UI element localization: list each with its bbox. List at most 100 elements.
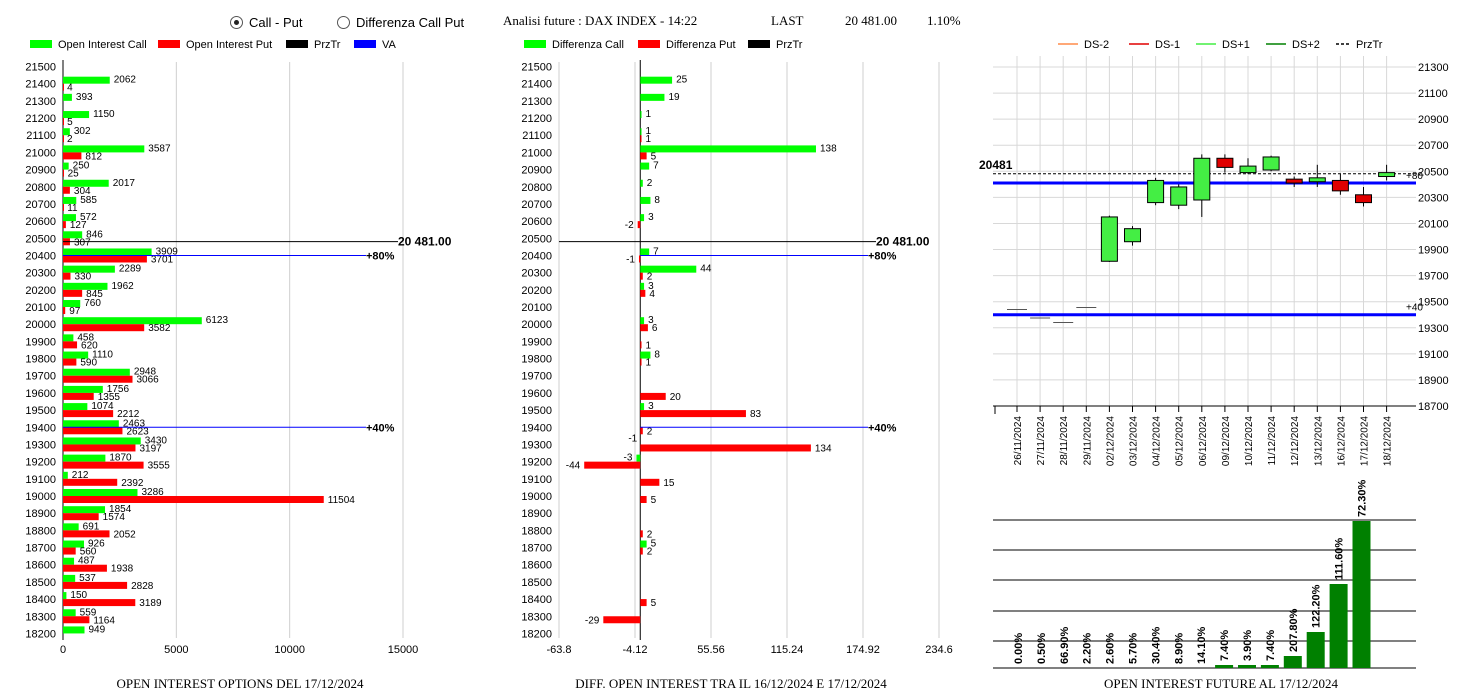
oi-call-bar <box>63 111 90 119</box>
candle-date-label: 06/12/2024 <box>1198 416 1209 466</box>
oi-put-bar <box>63 289 83 297</box>
candle-ytick-label: 19100 <box>1418 349 1449 361</box>
oi-put-bar <box>63 616 90 624</box>
diff-call-value: 3 <box>648 401 654 412</box>
oi-strike-label: 21000 <box>25 147 56 159</box>
candle-down <box>1331 179 1349 192</box>
diff-put-value: 1 <box>646 358 652 369</box>
oi-put-bar <box>63 118 64 126</box>
diff-strike-label: 21500 <box>521 62 552 74</box>
oi-fut-bar <box>1283 656 1302 668</box>
change-percent: 1.10% <box>927 13 961 28</box>
radio-differenza[interactable]: Differenza Call Put <box>337 14 464 30</box>
diff-call-value: 2 <box>647 178 653 189</box>
oi-call-value: 250 <box>73 161 90 172</box>
legend-va-label: VA <box>382 39 397 51</box>
oi-fut-value: 72.30% <box>1357 479 1369 517</box>
diff-call-value: 7 <box>653 161 659 172</box>
diff-strike-label: 18400 <box>521 594 552 606</box>
candle-ytick-label: 21300 <box>1418 62 1449 74</box>
oi-call-bar <box>63 162 69 170</box>
oi-strike-label: 21200 <box>25 113 56 125</box>
oi-call-bar <box>63 265 115 273</box>
last-label: LAST <box>771 13 804 28</box>
oi-put-value: 590 <box>80 358 97 369</box>
candle-date-label: 18/12/2024 <box>1383 416 1394 466</box>
candle-ytick-label: 20500 <box>1418 166 1449 178</box>
oi-put-value: 2623 <box>126 426 149 437</box>
oi-call-value: 302 <box>74 126 91 137</box>
candle-va-label: +40 <box>1406 303 1423 314</box>
candle-up <box>1378 172 1396 178</box>
oi-strike-label: 20800 <box>25 182 56 194</box>
oi-put-value: 11504 <box>328 495 356 506</box>
candle-date-label: 03/12/2024 <box>1129 416 1140 466</box>
diff-call-bar <box>640 128 642 136</box>
oi-put-value: 620 <box>81 340 98 351</box>
oi-strike-label: 21400 <box>25 79 56 91</box>
candle-va-label: +80 <box>1406 171 1423 182</box>
oi-strike-label: 20000 <box>25 319 56 331</box>
candle-down <box>1285 178 1303 184</box>
oi-put-bar <box>63 341 78 349</box>
candle-ytick-label: 20700 <box>1418 140 1449 152</box>
oi-strike-label: 18600 <box>25 560 56 572</box>
oi-call-bar <box>63 196 77 204</box>
diff-put-value: 2 <box>647 529 653 540</box>
legend-oi-call-label: Open Interest Call <box>58 39 147 51</box>
candle-date-label: 28/11/2024 <box>1059 416 1070 466</box>
oi-call-value: 458 <box>77 332 94 343</box>
oi-fut-value: 111.60% <box>1334 538 1346 580</box>
oi-call-value: 585 <box>80 195 97 206</box>
oi-call-bar <box>63 626 85 634</box>
oi-fut-bar <box>1238 665 1256 668</box>
oi-strike-label: 19000 <box>25 491 56 503</box>
diff-put-value: 15 <box>663 478 675 489</box>
diff-put-bar <box>640 152 647 160</box>
oi-put-bar <box>63 427 123 435</box>
oi-call-value: 3587 <box>148 143 171 154</box>
diff-put-value: -1 <box>626 254 635 265</box>
legend-oi-put-label: Open Interest Put <box>186 39 272 51</box>
diff-strike-label: 19300 <box>521 439 552 451</box>
candle-date-label: 17/12/2024 <box>1360 416 1371 466</box>
diff-strike-label: 20100 <box>521 302 552 314</box>
oi-strike-label: 19200 <box>25 457 56 469</box>
oi-call-bar <box>63 248 152 256</box>
oi-fut-bar <box>1329 584 1348 668</box>
candle-date-label: 27/11/2024 <box>1036 416 1047 466</box>
diff-strike-label: 21400 <box>521 79 552 91</box>
diff-put-bar <box>640 444 811 452</box>
oi-put-value: 2052 <box>114 529 137 540</box>
candle-up <box>1308 177 1326 183</box>
oi-strike-label: 19300 <box>25 439 56 451</box>
oi-put-value: 3189 <box>139 598 162 609</box>
oi-fut-value: 0.00% <box>1013 633 1025 664</box>
oi-call-bar <box>63 76 110 84</box>
diff-strike-label: 20800 <box>521 182 552 194</box>
oi-va-label: +40% <box>366 422 395 434</box>
candle-date-label: 29/11/2024 <box>1082 416 1093 466</box>
candle-up <box>1170 186 1188 206</box>
oi-call-value: 3909 <box>156 246 179 257</box>
oi-call-bar <box>63 557 75 565</box>
oi-put-value: 2 <box>67 134 73 145</box>
oi-call-bar <box>63 214 76 222</box>
diff-xtick-label: -63.8 <box>546 644 571 656</box>
oi-call-value: 1110 <box>92 350 113 361</box>
diff-put-value: 134 <box>815 443 832 454</box>
oi-strike-label: 19100 <box>25 474 56 486</box>
diff-call-value: 8 <box>654 350 660 361</box>
candle-ytick-label: 20900 <box>1418 114 1449 126</box>
oi-fut-value: 8.90% <box>1173 633 1185 664</box>
oi-call-value: 3286 <box>141 487 164 498</box>
oi-call-value: 2948 <box>134 367 157 378</box>
oi-fut-value: 30.40% <box>1150 626 1162 664</box>
diff-strike-label: 19200 <box>521 457 552 469</box>
diff-put-bar <box>640 135 642 143</box>
diff-strike-label: 18800 <box>521 525 552 537</box>
radio-call-put[interactable]: Call - Put <box>230 14 302 30</box>
candle-down <box>1355 194 1372 204</box>
candle-down <box>1216 157 1234 168</box>
oi-fut-value: 14.10% <box>1196 626 1208 664</box>
